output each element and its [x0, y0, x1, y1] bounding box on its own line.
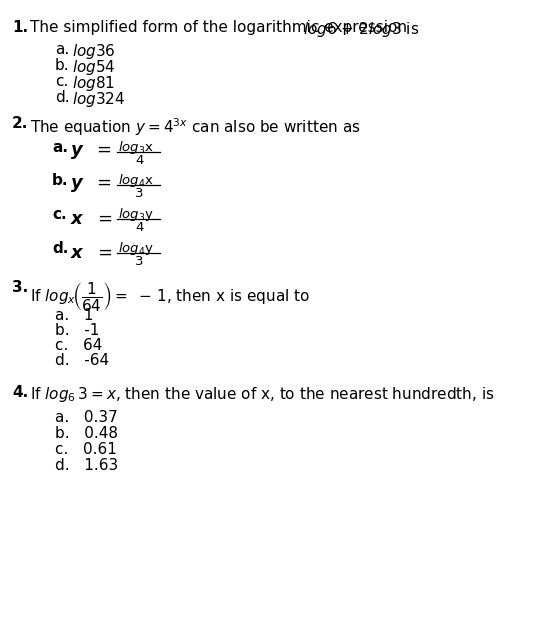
Text: d.: d.	[52, 241, 68, 256]
Text: a.   1: a. 1	[55, 308, 94, 323]
Text: 3: 3	[135, 255, 144, 268]
Text: b.: b.	[55, 58, 69, 73]
Text: c.: c.	[52, 207, 67, 222]
Text: $\mathit{log}$324: $\mathit{log}$324	[72, 90, 125, 109]
Text: c.   0.61: c. 0.61	[55, 442, 117, 457]
Text: The equation $y = 4^{3x}$ can also be written as: The equation $y = 4^{3x}$ can also be wr…	[30, 116, 360, 138]
Text: $\mathit{log}_{4}$y: $\mathit{log}_{4}$y	[118, 240, 154, 257]
Text: $\mathit{log}_{3}$x: $\mathit{log}_{3}$x	[118, 139, 154, 156]
Text: b.   0.48: b. 0.48	[55, 426, 118, 441]
Text: $\boldsymbol{y}$  $=$: $\boldsymbol{y}$ $=$	[70, 143, 112, 161]
Text: d.   1.63: d. 1.63	[55, 458, 118, 473]
Text: $\mathit{log}$6 + 2$\mathit{log}$3 is: $\mathit{log}$6 + 2$\mathit{log}$3 is	[303, 20, 419, 39]
Text: b.: b.	[52, 173, 68, 188]
Text: 4.: 4.	[12, 385, 29, 400]
Text: 3: 3	[135, 187, 144, 200]
Text: a.   0.37: a. 0.37	[55, 410, 118, 425]
Text: 3.: 3.	[12, 280, 29, 295]
Text: 1.: 1.	[12, 20, 28, 35]
Text: 4: 4	[135, 154, 143, 167]
Text: $\mathit{log}_{3}$y: $\mathit{log}_{3}$y	[118, 206, 154, 223]
Text: $\mathit{log}_{4}$x: $\mathit{log}_{4}$x	[118, 172, 154, 189]
Text: $\boldsymbol{x}$  $=$: $\boldsymbol{x}$ $=$	[70, 244, 112, 262]
Text: c.   64: c. 64	[55, 338, 102, 353]
Text: 4: 4	[135, 221, 143, 234]
Text: a.: a.	[52, 140, 68, 155]
Text: $\mathit{log}$36: $\mathit{log}$36	[72, 42, 116, 61]
Text: $\boldsymbol{y}$  $=$: $\boldsymbol{y}$ $=$	[70, 176, 112, 194]
Text: If $\mathit{log}_6\,3 = x$, then the value of x, to the nearest hundredth, is: If $\mathit{log}_6\,3 = x$, then the val…	[30, 385, 494, 404]
Text: d.: d.	[55, 90, 69, 105]
Text: d.   -64: d. -64	[55, 353, 109, 368]
Text: a.: a.	[55, 42, 69, 57]
Text: c.: c.	[55, 74, 68, 89]
Text: $\boldsymbol{x}$  $=$: $\boldsymbol{x}$ $=$	[70, 210, 112, 228]
Text: If $\mathit{log}_x\!\left(\dfrac{1}{64}\right) =\ -\,1$, then x is equal to: If $\mathit{log}_x\!\left(\dfrac{1}{64}\…	[30, 280, 310, 313]
Text: The simplified form of the logarithmic expression: The simplified form of the logarithmic e…	[30, 20, 412, 35]
Text: $\mathit{log}$54: $\mathit{log}$54	[72, 58, 116, 77]
Text: 2.: 2.	[12, 116, 29, 131]
Text: $\mathit{log}$81: $\mathit{log}$81	[72, 74, 115, 93]
Text: b.   -1: b. -1	[55, 323, 100, 338]
